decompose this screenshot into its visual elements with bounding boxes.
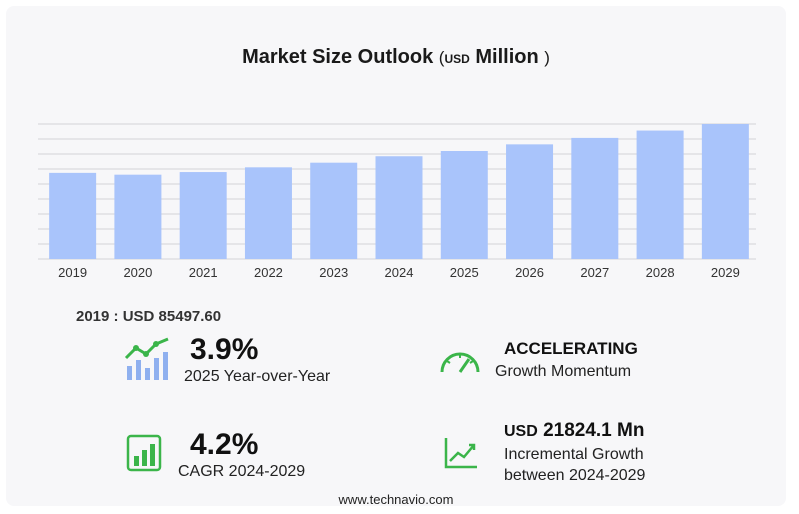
incremental-label-1: Incremental Growth: [504, 446, 644, 463]
momentum-label: Growth Momentum: [495, 363, 632, 380]
bar-2027: [571, 137, 619, 259]
x-tick-label: 2021: [189, 265, 218, 280]
cagr-value: 4.2%: [190, 428, 259, 461]
bar-2022: [244, 167, 292, 259]
yoy-value: 3.9%: [190, 333, 259, 366]
growth-chart-icon: [124, 337, 169, 380]
bar-growth-icon: [126, 434, 162, 472]
bar-2029: [701, 124, 749, 259]
title-paren-close: ): [544, 48, 550, 67]
bar-chart: 2019 2020 2021 2022 2023 2024 2025 2026 2027 2028…: [38, 123, 756, 280]
x-tick-label: 2020: [123, 265, 152, 280]
bar-2021: [179, 172, 227, 259]
incremental-amount: 21824.1 Mn: [543, 420, 645, 441]
title-currency: USD: [444, 52, 470, 66]
bar-2023: [310, 162, 358, 259]
incremental-value: USD 21824.1 Mn: [504, 420, 644, 442]
x-tick-label: 2025: [450, 265, 479, 280]
speedometer-icon: [440, 352, 480, 373]
chart-card: Market Size Outlook (USD Million ) 2019 2…: [6, 6, 786, 507]
x-tick-label: 2024: [385, 265, 414, 280]
chart-title: Market Size Outlook (USD Million ): [6, 46, 786, 69]
incremental-currency: USD: [504, 423, 538, 440]
bar-2024: [375, 156, 423, 259]
title-paren-open: (: [438, 48, 445, 67]
incremental-label-2: between 2024-2029: [504, 467, 646, 484]
title-unit: Million: [475, 46, 539, 68]
bar-2020: [114, 174, 162, 259]
base-year-value: 2019 : USD 85497.60: [76, 308, 222, 325]
x-tick-label: 2027: [580, 265, 609, 280]
yoy-label: 2025 Year-over-Year: [184, 368, 331, 385]
bar-2019: [49, 172, 97, 259]
x-tick-label: 2028: [646, 265, 675, 280]
x-tick-label: 2019: [58, 265, 87, 280]
bar-2026: [506, 144, 554, 259]
cagr-label: CAGR 2024-2029: [178, 463, 306, 480]
bar-2025: [440, 151, 488, 259]
x-tick-label: 2022: [254, 265, 283, 280]
x-tick-label: 2026: [515, 265, 544, 280]
x-tick-label: 2023: [319, 265, 348, 280]
bar-2028: [636, 130, 684, 259]
footer-site: www.technavio.com: [338, 492, 454, 507]
trend-line-icon: [444, 438, 477, 469]
title-text: Market Size Outlook: [242, 46, 434, 68]
momentum-value: ACCELERATING: [504, 339, 638, 358]
x-tick-label: 2029: [711, 265, 740, 280]
